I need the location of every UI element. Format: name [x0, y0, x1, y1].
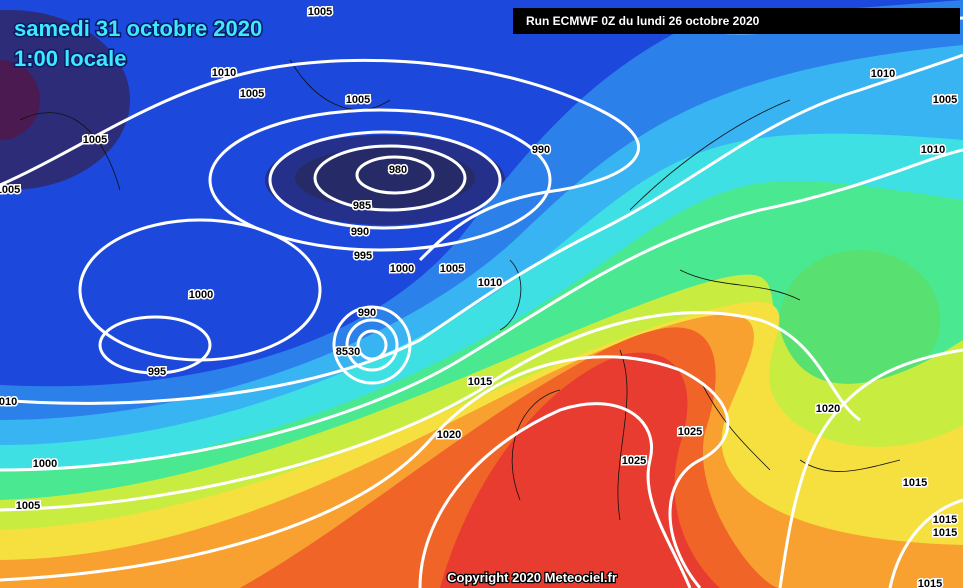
- isobar-label: 1025: [622, 455, 646, 467]
- isobar-label: 980: [389, 164, 407, 176]
- date-title: samedi 31 octobre 2020: [14, 16, 262, 41]
- isobar-label: 1020: [437, 429, 461, 441]
- isobar-label: 1015: [903, 477, 927, 489]
- isobar-label: 990: [532, 144, 550, 156]
- isobar-label: 1005: [440, 263, 464, 275]
- isobar-label: 8530: [336, 346, 360, 358]
- isobar-label: 1010: [212, 67, 236, 79]
- run-label: Run ECMWF 0Z du lundi 26 octobre 2020: [526, 14, 760, 28]
- isobar-label: 1005: [0, 184, 20, 196]
- isobar-label: 1005: [933, 94, 957, 106]
- isobar-label: 1015: [918, 578, 942, 588]
- isobar-labels: 1005 1010 1005 1005 1005 1005 980 985 990 995 1000…: [0, 4, 959, 588]
- isobar-label: 990: [351, 226, 369, 238]
- isobar-label: 1005: [16, 500, 40, 512]
- coastlines: [19, 59, 901, 521]
- isobar-label: 1005: [240, 88, 264, 100]
- time-title: 1:00 locale: [14, 46, 127, 71]
- isobar-label: 1005: [308, 6, 332, 18]
- isobar-label: 995: [354, 250, 372, 262]
- run-box: [513, 8, 960, 34]
- isobar-label: 1010: [921, 144, 945, 156]
- isobar-label: 1020: [816, 403, 840, 415]
- isobars: [0, 8, 963, 588]
- isobar-label: 010: [0, 396, 17, 408]
- isobar-label: 1005: [346, 94, 370, 106]
- isobar-label: 1000: [390, 263, 414, 275]
- isobar-label: 1000: [189, 289, 213, 301]
- isobar-label: 995: [148, 366, 166, 378]
- copyright: Copyright 2020 Meteociel.fr: [447, 570, 617, 585]
- isobar-label: 1015: [933, 527, 957, 539]
- isobar-label: 990: [358, 307, 376, 319]
- isobar-label: 1010: [871, 68, 895, 80]
- isobar-label: 1025: [678, 426, 702, 438]
- isobar-label: 1005: [83, 134, 107, 146]
- isobar-label: 985: [353, 200, 371, 212]
- isobar-label: 1015: [933, 514, 957, 526]
- isobar-label: 1015: [468, 376, 492, 388]
- isobar-label: 1000: [33, 458, 57, 470]
- isobar-label: 1010: [478, 277, 502, 289]
